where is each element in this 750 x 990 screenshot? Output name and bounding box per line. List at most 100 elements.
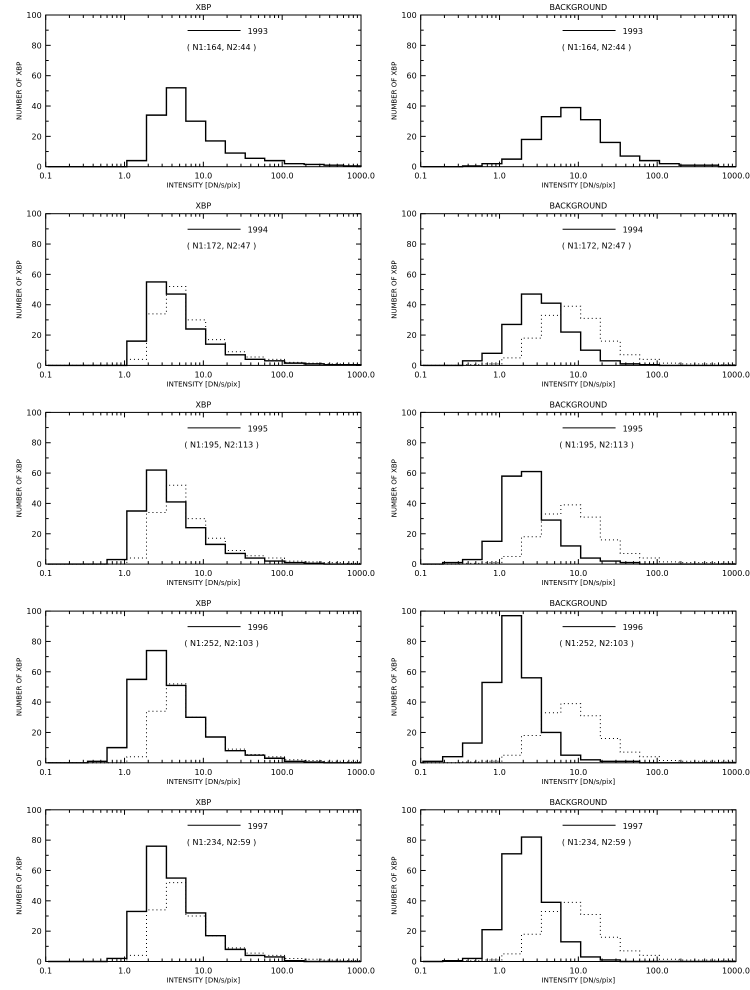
x-axis-label: INTENSITY [DN/s/pix] [542,182,616,190]
legend-counts: ( N1:172, N2:47 ) [562,242,631,251]
legend-counts: ( N1:164, N2:44 ) [187,43,256,52]
y-tick-label: 0 [37,560,42,569]
x-tick-label: 100.0 [646,172,669,181]
y-tick-label: 100 [401,210,416,219]
histogram-panel: XBP 0 20 40 60 80 100 0.1 1.0 10.0 100.0 1000.0 INTE… [16,599,375,786]
y-tick-label: 60 [407,469,417,478]
panel-title: BACKGROUND [549,400,607,409]
x-tick-label: 1000.0 [347,967,375,976]
x-tick-label: 0.1 [414,172,427,181]
y-tick-label: 100 [401,607,416,616]
plot-frame [420,610,737,764]
y-tick-label: 60 [32,668,42,677]
x-tick-label: 1000.0 [722,370,750,379]
histogram-solid [48,845,361,963]
y-tick-label: 60 [32,72,42,81]
plot-frame [45,213,362,366]
panel-title: XBP [195,798,211,807]
x-tick-label: 100.0 [271,172,294,181]
panel-title: XBP [195,3,211,12]
x-tick-label: 1.0 [118,172,131,181]
y-tick-label: 40 [407,499,417,508]
legend-year: 1996 [248,623,268,632]
y-tick-label: 80 [407,637,417,646]
legend-counts: ( N1:164, N2:44 ) [562,43,631,52]
x-tick-label: 10.0 [194,967,212,976]
y-tick-label: 0 [37,958,42,967]
x-tick-label: 100.0 [271,569,294,578]
x-tick-label: 1.0 [493,370,506,379]
reference-histogram-dotted [48,683,362,764]
legend-counts: ( N1:252, N2:103 ) [559,639,634,648]
x-tick-label: 0.1 [414,370,427,379]
x-tick-label: 0.1 [414,768,427,777]
legend-year: 1997 [248,822,268,831]
plot-frame [45,411,362,565]
histogram-solid [423,106,736,168]
y-tick-label: 60 [32,866,42,875]
histogram-solid [423,470,736,565]
x-tick-label: 0.1 [39,768,52,777]
y-tick-label: 100 [401,11,416,20]
y-tick-label: 20 [407,331,417,340]
x-axis-label: INTENSITY [DN/s/pix] [542,977,616,985]
y-tick-label: 0 [412,560,417,569]
y-tick-label: 0 [412,759,417,768]
x-axis-label: INTENSITY [DN/s/pix] [542,778,616,786]
x-tick-label: 1.0 [493,172,506,181]
reference-histogram-dotted [48,484,362,565]
x-tick-label: 1000.0 [722,967,750,976]
x-tick-label: 100.0 [646,569,669,578]
y-tick-label: 20 [407,132,417,141]
histogram-panel: BACKGROUND 0 20 40 60 80 100 0.1 1.0 10.0 100.0 100… [391,599,750,786]
reference-histogram-dotted [423,305,737,366]
y-axis-label: NUMBER OF XBP [16,459,24,517]
y-tick-label: 80 [407,41,417,50]
x-tick-label: 0.1 [414,967,427,976]
panel-title: XBP [195,599,211,608]
legend-year: 1993 [623,27,643,36]
y-tick-label: 100 [26,607,41,616]
y-axis-label: NUMBER OF XBP [391,857,399,915]
x-axis-label: INTENSITY [DN/s/pix] [167,778,241,786]
x-tick-label: 0.1 [39,967,52,976]
legend-counts: ( N1:195, N2:113 ) [184,440,259,449]
reference-histogram-dotted [423,504,737,565]
histogram-solid [423,293,736,367]
y-tick-label: 20 [32,132,42,141]
plot-frame [420,14,737,168]
plot-frame [420,411,737,565]
histogram-solid [48,87,362,168]
histogram-panel: XBP 0 20 40 60 80 100 0.1 1.0 10.0 100.0 1000.0 INTE… [16,400,375,587]
y-axis-label: NUMBER OF XBP [391,260,399,318]
y-tick-label: 20 [32,927,42,936]
x-tick-label: 10.0 [194,172,212,181]
y-tick-label: 60 [407,866,417,875]
x-tick-label: 1.0 [493,768,506,777]
y-axis-label: NUMBER OF XBP [16,62,24,120]
y-tick-label: 100 [401,806,416,815]
x-tick-label: 1000.0 [722,569,750,578]
y-tick-label: 100 [26,11,41,20]
legend-counts: ( N1:195, N2:113 ) [559,440,634,449]
histogram-solid [48,469,361,565]
y-tick-label: 80 [32,637,42,646]
x-axis-label: INTENSITY [DN/s/pix] [167,380,241,388]
legend-counts: ( N1:172, N2:47 ) [187,242,256,251]
reference-histogram-dotted [423,703,737,764]
y-axis-label: NUMBER OF XBP [16,857,24,915]
y-axis-label: NUMBER OF XBP [391,459,399,517]
histogram-solid [423,836,736,963]
y-tick-label: 40 [32,301,42,310]
panel-title: BACKGROUND [549,798,607,807]
x-tick-label: 100.0 [646,967,669,976]
x-tick-label: 10.0 [194,569,212,578]
x-tick-label: 1.0 [118,370,131,379]
legend-counts: ( N1:234, N2:59 ) [562,838,631,847]
histogram-panel: BACKGROUND 0 20 40 60 80 100 0.1 1.0 10.0 100.0 100… [391,400,750,587]
y-tick-label: 100 [26,210,41,219]
y-tick-label: 80 [32,836,42,845]
y-tick-label: 40 [32,698,42,707]
y-tick-label: 60 [32,270,42,279]
